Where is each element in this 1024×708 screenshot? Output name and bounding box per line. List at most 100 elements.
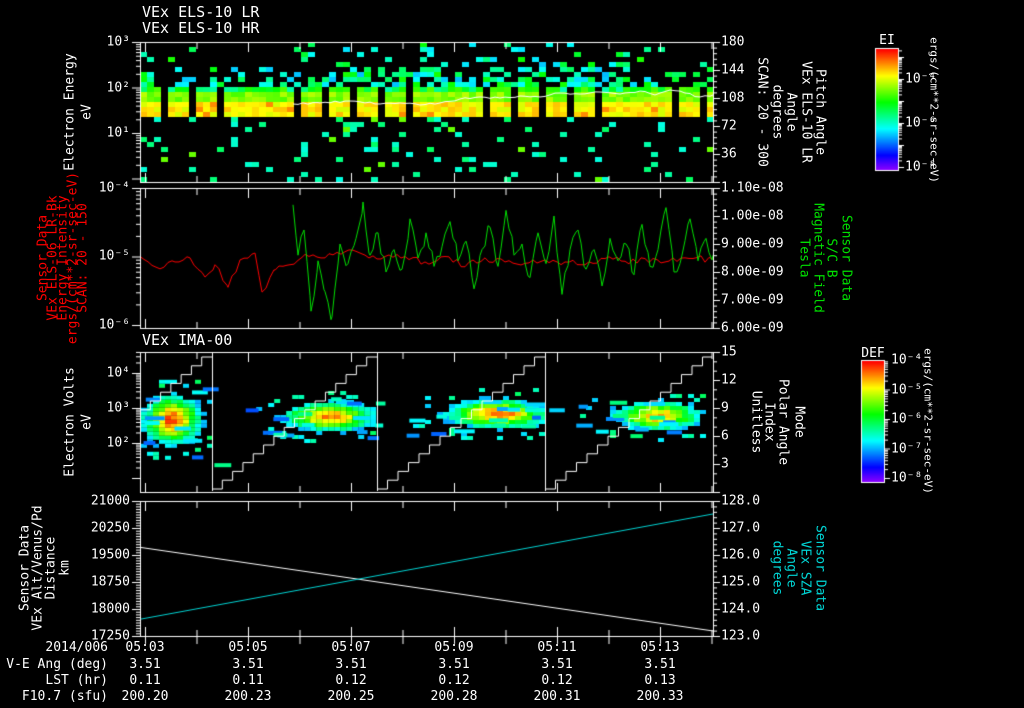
time-tick-label: 05:11 [537, 640, 577, 655]
p1-left-tick-label: 10¹ [106, 125, 130, 141]
p1-colorbar-tick-label: 10⁻⁸ [905, 159, 937, 175]
annotation-value-lst: 0.11 [129, 673, 161, 688]
p3-right-label-polar-angle: Polar Angle [775, 378, 791, 466]
p1-yaxis-label: Electron Energy [62, 53, 78, 171]
p1-right-label-degrees: degrees [769, 84, 785, 140]
p2-right-tick-label: 7.00e-09 [721, 292, 784, 308]
p3-left-tick-label: 10³ [106, 400, 130, 416]
annotation-value-lst: 0.12 [335, 673, 367, 688]
p1-yaxis-unit: eV [79, 104, 95, 120]
p2-left-tick-label: 10⁻⁴ [98, 180, 130, 196]
p4-left-tick-label: 19500 [90, 547, 130, 563]
p1-left-tick-label: 10³ [106, 34, 130, 50]
p2-right-tick-label: 6.00e-09 [721, 320, 784, 336]
p1-left-tick-label: 10² [106, 80, 130, 96]
p1-right-tick-label: 72 [721, 118, 737, 134]
p4-right-tick-label: 126.0 [721, 547, 761, 563]
p4-right-label-angle: Angle [783, 548, 799, 588]
annotation-value-v-e: 3.51 [232, 657, 264, 672]
panel1-title-line1: VEx ELS-10 LR [142, 3, 260, 21]
p4-right-tick-label: 127.0 [721, 520, 761, 536]
annotation-value-f10.7: 200.31 [533, 689, 581, 704]
date-label: 2014/006 [45, 640, 108, 655]
p4-right-tick-label: 128.0 [721, 493, 761, 509]
p4-left-tick-label: 20250 [90, 520, 130, 536]
p2-right-label-scb: S/C B [823, 238, 839, 278]
panel1-title-line2: VEx ELS-10 HR [142, 19, 260, 37]
p2-right-label-sensor-data: Sensor Data [838, 214, 854, 302]
annotation-value-f10.7: 200.23 [224, 689, 272, 704]
p2-right-tick-label: 1.10e-08 [721, 180, 784, 196]
p2-right-tick-label: 9.00e-09 [721, 236, 784, 252]
p2-left-tick-label: 10⁻⁶ [98, 317, 130, 333]
p3-right-tick-label: 9 [721, 400, 729, 416]
annotation-value-v-e: 3.51 [644, 657, 676, 672]
p1-right-label-scan: SCAN: 20 - 300 [754, 57, 770, 167]
p3-right-label-index: Index [761, 402, 777, 442]
p4-right-label-degrees: degrees [769, 540, 785, 596]
time-tick-label: 05:09 [434, 640, 474, 655]
ve-angle-row-label: V-E Ang (deg) [6, 657, 108, 672]
p4-right-tick-label: 125.0 [721, 574, 761, 590]
p2-right-tick-label: 8.00e-09 [721, 264, 784, 280]
p3-colorbar-tick-label: 10⁻⁸ [891, 470, 923, 486]
p4-left-tick-label: 18750 [90, 574, 130, 590]
annotation-value-f10.7: 200.33 [636, 689, 684, 704]
p4-left-tick-label: 21000 [90, 493, 130, 509]
p3-colorbar-tick-label: 10⁻⁶ [891, 411, 923, 427]
p3-right-label-mode: Mode [791, 406, 807, 438]
annotation-value-lst: 0.11 [232, 673, 264, 688]
panel3-title: VEx IMA-00 [142, 331, 233, 349]
p3-colorbar-tick-label: 10⁻⁷ [891, 441, 923, 456]
p2-left-tick-label: 10⁻⁵ [98, 248, 130, 264]
p4-right-tick-label: 124.0 [721, 601, 761, 617]
colorbar3-unit: ergs/(cm**2-sr-sec-eV) [921, 348, 935, 494]
p4-left-tick-label: 17250 [90, 628, 130, 644]
p1-right-tick-label: 180 [721, 34, 745, 50]
p3-colorbar-tick-label: 10⁻⁵ [891, 382, 923, 397]
time-tick-label: 05:13 [640, 640, 680, 655]
annotation-value-f10.7: 200.28 [430, 689, 478, 704]
p4-right-tick-label: 123.0 [721, 628, 761, 644]
p3-yaxis-unit: eV [79, 414, 95, 430]
p1-right-label-pitch-angle: Pitch Angle [812, 68, 828, 156]
annotation-value-f10.7: 200.25 [327, 689, 375, 704]
f107-row-label: F10.7 (sfu) [21, 689, 108, 704]
p2-right-label-tesla: Tesla [796, 238, 812, 278]
lst-row-label: LST (hr) [45, 673, 108, 688]
p4-left-tick-label: 18000 [90, 601, 130, 617]
p4-left-label-distance: Distance [43, 536, 59, 600]
p1-right-tick-label: 36 [721, 146, 737, 162]
p1-right-label-angle: Angle [783, 92, 799, 132]
p1-colorbar-tick-label: 10⁻⁴ [905, 71, 937, 87]
p3-colorbar-tick-label: 10⁻⁴ [891, 352, 923, 368]
p1-right-label-instrument: VEx ELS-10 LR [798, 61, 814, 163]
p1-colorbar-tick-label: 10⁻⁶ [905, 115, 937, 131]
annotation-value-v-e: 3.51 [541, 657, 573, 672]
time-tick-label: 05:05 [228, 640, 268, 655]
p3-right-tick-label: 6 [721, 428, 729, 444]
p3-right-tick-label: 12 [721, 372, 737, 388]
annotation-value-lst: 0.13 [644, 673, 676, 688]
p3-left-tick-label: 10² [106, 435, 130, 451]
p3-left-tick-label: 10⁴ [106, 365, 130, 381]
p1-right-tick-label: 108 [721, 90, 745, 106]
p3-right-tick-label: 15 [721, 344, 737, 360]
annotation-value-lst: 0.12 [438, 673, 470, 688]
p3-yaxis-label: Electron Volts [62, 367, 78, 477]
colorbar3-title: DEF [861, 346, 885, 361]
p2-left-label-scan: SCAN: 20 - 150 [75, 203, 91, 313]
p4-right-label-sza: VEx SZA [797, 540, 813, 596]
time-tick-label: 05:03 [125, 640, 165, 655]
annotation-value-lst: 0.12 [541, 673, 573, 688]
p3-right-tick-label: 3 [721, 456, 729, 472]
annotation-value-v-e: 3.51 [438, 657, 470, 672]
p4-left-label-km: km [57, 560, 73, 576]
p4-right-label-sensor-data: Sensor Data [812, 524, 828, 612]
colorbar1-title: EI [879, 33, 895, 48]
annotation-value-v-e: 3.51 [335, 657, 367, 672]
annotation-value-f10.7: 200.20 [121, 689, 169, 704]
annotation-value-v-e: 3.51 [129, 657, 161, 672]
